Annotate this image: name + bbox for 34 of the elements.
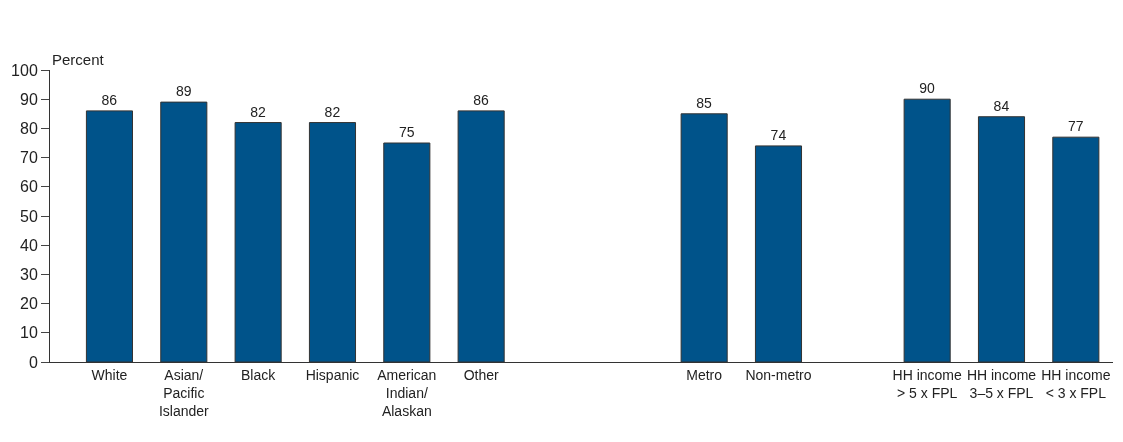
y-tick-label: 30 xyxy=(20,266,38,283)
data-label: 74 xyxy=(770,126,787,143)
data-label: 86 xyxy=(101,91,118,108)
data-label: 90 xyxy=(919,80,936,97)
data-label: 85 xyxy=(696,94,713,111)
y-axis-title: Percent xyxy=(52,51,105,68)
x-tick-label: HH income < 3 x FPL xyxy=(1041,366,1111,401)
y-tick-label: 50 xyxy=(20,207,38,225)
data-label: 86 xyxy=(473,91,490,108)
x-tick-label: White xyxy=(91,366,128,383)
x-tick-label: Metro xyxy=(686,366,723,383)
y-tick-label: 100 xyxy=(11,61,38,79)
x-tick-label: Black xyxy=(241,366,277,383)
x-tick-label: Asian/ Pacific Islander xyxy=(158,366,210,420)
x-tick-label: Other xyxy=(463,366,499,383)
data-label: 84 xyxy=(993,97,1010,114)
y-tick-label: 60 xyxy=(20,178,38,196)
y-tick-label: 80 xyxy=(20,120,38,137)
y-tick-label: 0 xyxy=(28,353,38,371)
y-tick-label: 20 xyxy=(20,295,38,313)
data-label: 77 xyxy=(1067,118,1084,135)
x-tick-label: HH income > 5 x FPL xyxy=(892,366,962,401)
data-label: 82 xyxy=(250,103,267,120)
data-label: 75 xyxy=(398,124,415,140)
y-tick-label: 10 xyxy=(20,324,38,342)
y-tick-label: 90 xyxy=(20,90,38,108)
x-tick-label: American Indian/ Alaskan xyxy=(377,366,437,420)
y-tick-label: 40 xyxy=(20,236,38,254)
x-tick-label: Non-metro xyxy=(745,366,812,383)
x-tick-label: HH income 3–5 x FPL xyxy=(966,366,1037,401)
data-label: 82 xyxy=(324,103,341,120)
data-label: 89 xyxy=(175,83,192,100)
y-tick-label: 70 xyxy=(20,149,38,167)
x-tick-label: Hispanic xyxy=(305,366,360,383)
